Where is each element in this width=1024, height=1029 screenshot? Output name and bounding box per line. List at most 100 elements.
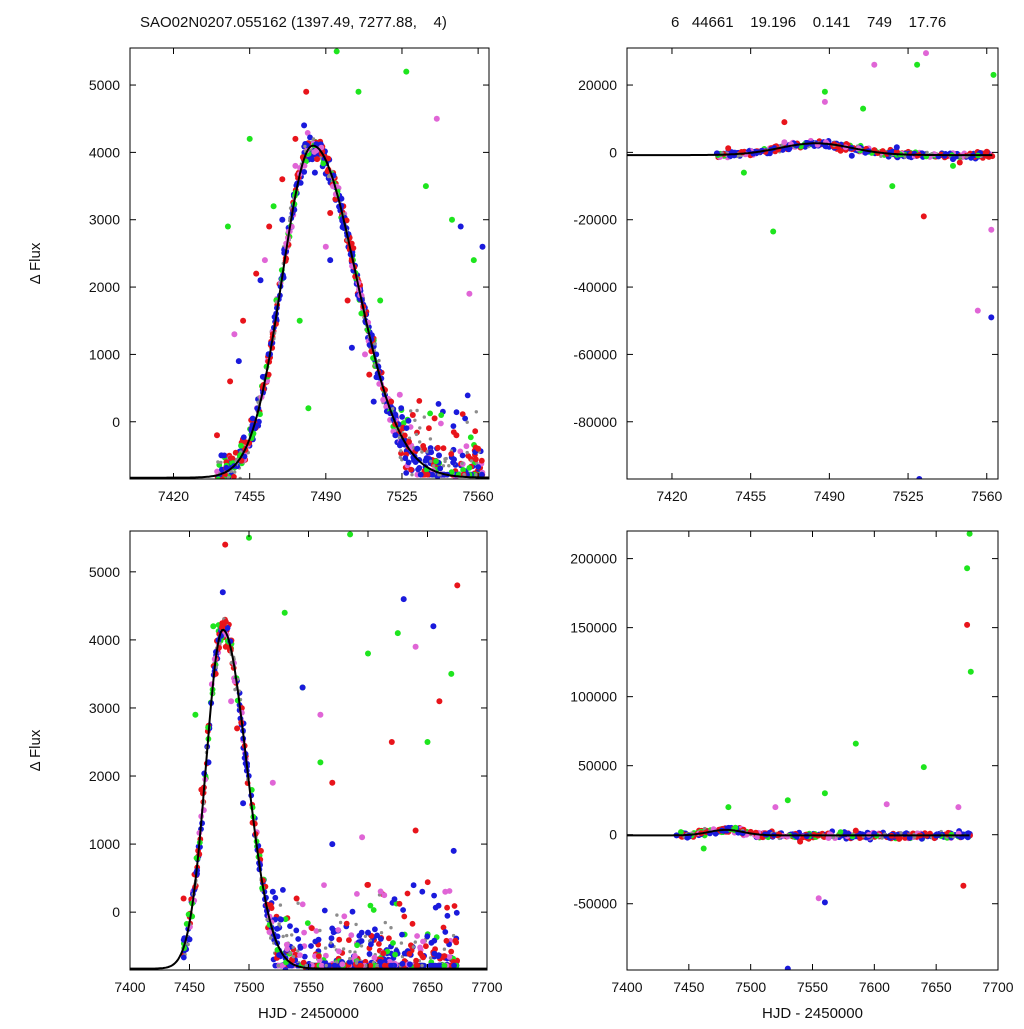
data-point <box>279 176 286 183</box>
data-point <box>797 838 804 845</box>
x-tick-label: 7420 <box>656 488 687 504</box>
series-magenta <box>781 50 995 314</box>
y-tick-label: 0 <box>609 144 617 160</box>
data-point <box>278 916 284 923</box>
data-point <box>440 924 447 931</box>
data-point <box>284 946 291 952</box>
data-point <box>399 414 405 420</box>
data-point <box>303 144 307 149</box>
data-point <box>414 933 420 939</box>
data-point <box>327 210 334 216</box>
data-point <box>852 740 859 747</box>
series-magenta <box>200 643 449 895</box>
data-point <box>274 933 281 940</box>
data-point <box>450 847 457 854</box>
data-point <box>443 459 447 464</box>
data-point <box>329 779 336 786</box>
data-point <box>852 827 859 834</box>
y-tick-label: 0 <box>112 904 120 920</box>
data-point <box>367 902 374 909</box>
data-point <box>269 779 276 786</box>
data-point <box>180 954 187 961</box>
data-point <box>473 456 479 463</box>
data-point <box>223 481 229 487</box>
data-point <box>411 945 416 949</box>
data-point <box>388 739 395 745</box>
x-tick-label: 7500 <box>233 979 264 995</box>
x-tick-label: 7560 <box>971 488 1002 504</box>
data-point <box>246 135 253 142</box>
data-point <box>417 471 424 478</box>
data-point <box>401 913 408 920</box>
x-tick-label: 7490 <box>814 488 845 504</box>
data-point <box>443 457 447 461</box>
data-point <box>335 927 342 933</box>
data-point <box>314 156 321 163</box>
data-point <box>388 962 394 969</box>
data-point <box>352 953 358 959</box>
data-point <box>321 907 328 914</box>
data-point <box>327 173 332 178</box>
data-point <box>279 216 286 223</box>
data-point <box>216 460 220 464</box>
data-point <box>353 950 357 954</box>
data-point <box>442 888 449 895</box>
plot-area <box>627 50 997 479</box>
data-point <box>210 623 217 630</box>
x-axis-label: HJD - 2450000 <box>762 1005 863 1022</box>
data-point <box>412 643 419 650</box>
data-point <box>377 358 381 363</box>
data-point <box>323 946 328 950</box>
data-point <box>453 939 460 946</box>
data-point <box>422 415 426 419</box>
data-point <box>278 903 283 907</box>
data-point <box>231 473 237 479</box>
data-point <box>678 829 684 835</box>
data-point <box>412 827 419 834</box>
x-tick-label: 7700 <box>471 979 502 995</box>
data-point <box>323 952 329 959</box>
data-point <box>377 936 384 942</box>
panel-bottom-right: 7400 7450 7500 7550 7600 7650 7700 -50000 0 50000… <box>570 530 1014 1022</box>
data-point <box>754 834 761 840</box>
y-tick-label: 3000 <box>89 700 120 716</box>
data-point <box>821 98 828 105</box>
panel-bottom-left: 7400 7450 7500 7550 7600 7650 7700 0 1000 2000 300… <box>27 530 503 1022</box>
y-tick-label: 5000 <box>89 564 120 580</box>
data-point <box>815 895 822 902</box>
data-point <box>964 621 971 628</box>
data-point <box>457 223 464 230</box>
data-point <box>479 243 486 250</box>
data-point <box>348 949 352 954</box>
data-point <box>974 307 981 314</box>
data-point <box>435 444 441 451</box>
data-point <box>293 927 300 934</box>
model-curve <box>627 142 993 157</box>
data-point <box>925 150 929 155</box>
data-point <box>460 461 464 465</box>
data-point <box>231 331 238 338</box>
data-point <box>292 135 299 142</box>
data-point <box>224 223 231 230</box>
data-point <box>700 845 707 852</box>
data-point <box>406 950 413 957</box>
data-point <box>388 398 395 405</box>
data-point <box>420 450 424 454</box>
x-tick-label: 7455 <box>234 488 265 504</box>
data-point <box>450 423 457 429</box>
data-point <box>399 941 404 945</box>
data-point <box>288 951 292 955</box>
data-point <box>920 213 927 220</box>
data-point <box>821 899 828 906</box>
data-point <box>449 216 455 223</box>
data-point <box>392 432 399 439</box>
series-magenta <box>231 115 473 398</box>
data-point <box>966 531 973 537</box>
data-point <box>229 469 233 473</box>
data-point <box>318 928 322 933</box>
data-point <box>266 223 273 230</box>
data-point <box>320 160 327 167</box>
data-point <box>424 933 431 940</box>
data-point <box>396 391 403 398</box>
data-point <box>292 162 299 169</box>
